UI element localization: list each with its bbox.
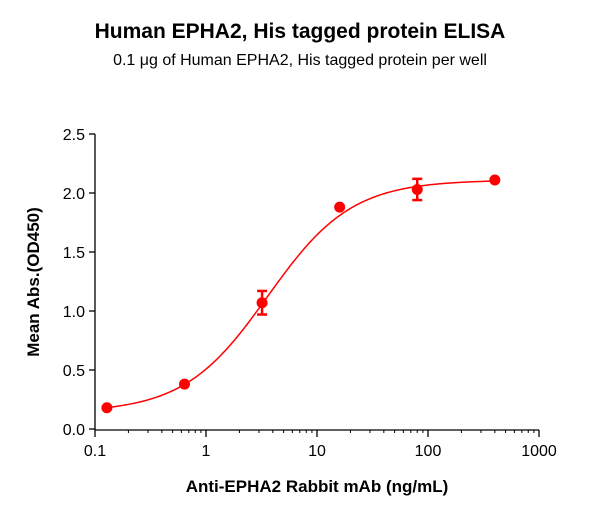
chart-title: Human EPHA2, His tagged protein ELISA [94,20,506,43]
axes: 0.0 0.5 1.0 1.5 2.0 2.5 0.1 1 10 100 1000 [63,127,557,460]
data-point [489,174,501,186]
x-tick-label: 1 [202,443,211,460]
x-tick-label: 100 [415,443,442,460]
x-tick-label: 0.1 [84,443,106,460]
data-point [256,297,268,309]
y-tick-label: 2.5 [63,127,85,144]
x-axis-title: Anti-EPHA2 Rabbit mAb (ng/mL) [186,477,449,496]
y-tick-label: 0.0 [63,422,85,439]
data-point [178,378,190,390]
y-tick-label: 1.5 [63,245,85,262]
y-tick-label: 0.5 [63,363,85,380]
fit-curve-path [106,180,495,409]
fit-curve [106,180,495,409]
y-tick-label: 2.0 [63,186,85,203]
data-points [101,174,501,414]
data-point [411,183,423,195]
chart-subtitle: 0.1 μg of Human EPHA2, His tagged protei… [113,52,487,69]
data-point [334,201,346,213]
y-tick-label: 1.0 [63,304,85,321]
y-axis-title: Mean Abs.(OD450) [24,207,43,357]
data-point [101,402,113,414]
x-tick-label: 10 [308,443,326,460]
x-tick-label: 1000 [521,443,557,460]
